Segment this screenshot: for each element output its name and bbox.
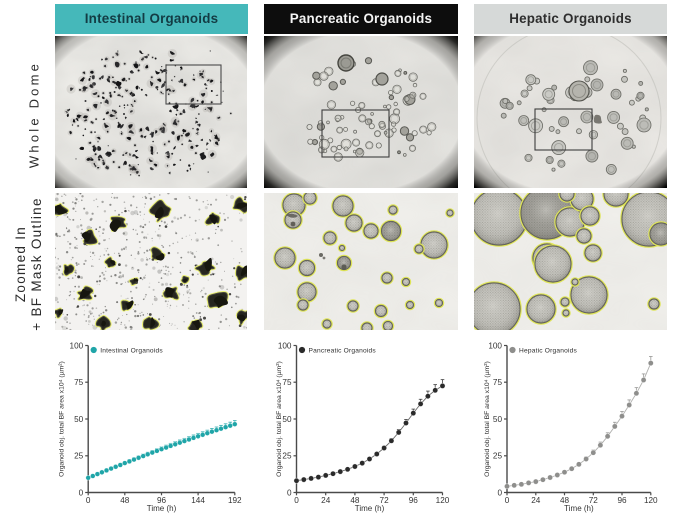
- svg-text:0: 0: [505, 496, 510, 505]
- svg-text:75: 75: [282, 378, 292, 387]
- svg-text:0: 0: [287, 488, 292, 497]
- svg-text:96: 96: [409, 496, 419, 505]
- svg-text:96: 96: [157, 496, 167, 505]
- svg-text:0: 0: [497, 488, 502, 497]
- svg-text:Organoid obj. total BF area x1: Organoid obj. total BF area x10⁴ (µm²): [484, 361, 491, 477]
- svg-text:120: 120: [436, 496, 450, 505]
- svg-text:Organoid obj. total BF area x1: Organoid obj. total BF area x10⁴ (µm²): [276, 361, 283, 477]
- svg-text:Time (h): Time (h): [147, 504, 177, 513]
- svg-text:48: 48: [560, 496, 570, 505]
- svg-text:192: 192: [228, 496, 242, 505]
- svg-text:96: 96: [617, 496, 627, 505]
- svg-text:100: 100: [70, 341, 84, 350]
- svg-text:0: 0: [294, 496, 299, 505]
- svg-text:0: 0: [79, 488, 84, 497]
- svg-text:75: 75: [493, 378, 503, 387]
- svg-text:Pancreatic Organoids: Pancreatic Organoids: [309, 347, 377, 354]
- svg-text:50: 50: [74, 415, 84, 424]
- svg-text:144: 144: [191, 496, 205, 505]
- svg-text:25: 25: [282, 452, 292, 461]
- svg-text:Organoid obj. total BF area x1: Organoid obj. total BF area x10⁴ (µm²): [59, 361, 66, 477]
- svg-text:25: 25: [493, 452, 503, 461]
- svg-text:25: 25: [74, 452, 84, 461]
- svg-text:0: 0: [86, 496, 91, 505]
- svg-text:48: 48: [350, 496, 360, 505]
- svg-text:72: 72: [380, 496, 390, 505]
- svg-text:Hepatic Organoids: Hepatic Organoids: [519, 347, 578, 354]
- svg-text:24: 24: [321, 496, 331, 505]
- svg-text:Intestinal Organoids: Intestinal Organoids: [100, 347, 163, 354]
- svg-text:Time (h): Time (h): [564, 504, 594, 513]
- svg-text:75: 75: [74, 378, 84, 387]
- svg-text:100: 100: [278, 341, 292, 350]
- svg-text:120: 120: [644, 496, 658, 505]
- svg-text:100: 100: [488, 341, 502, 350]
- svg-text:24: 24: [531, 496, 541, 505]
- svg-text:48: 48: [120, 496, 130, 505]
- svg-text:72: 72: [589, 496, 599, 505]
- svg-text:50: 50: [493, 415, 503, 424]
- svg-text:Time (h): Time (h): [355, 504, 385, 513]
- svg-text:50: 50: [282, 415, 292, 424]
